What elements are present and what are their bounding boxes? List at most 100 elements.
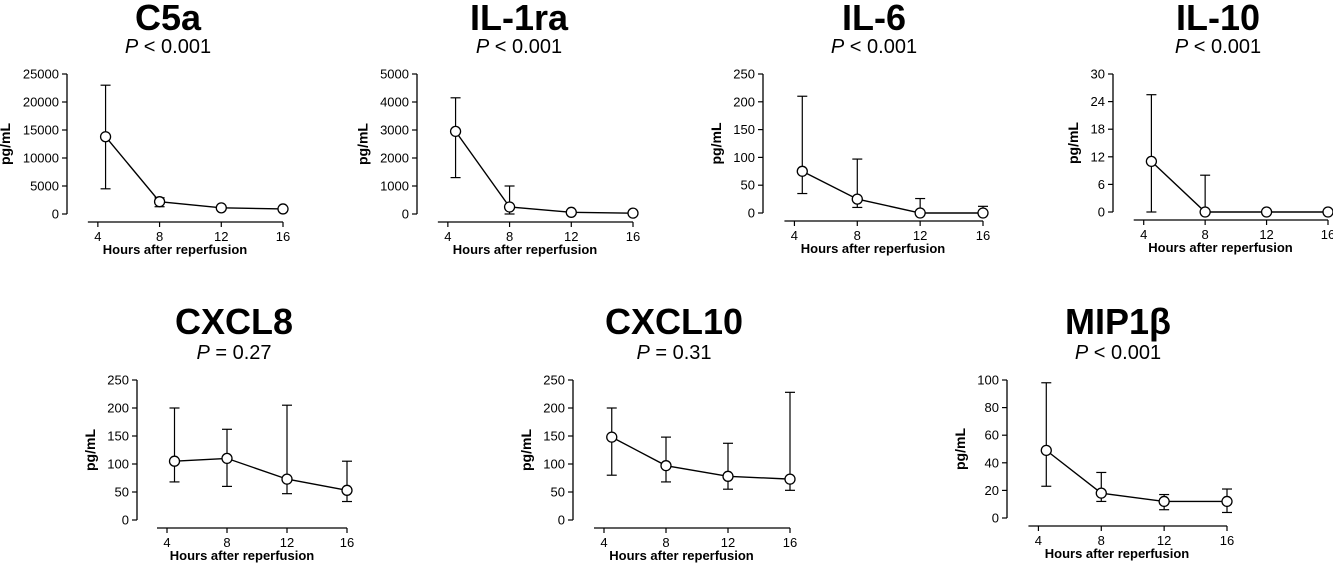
data-point [1158, 495, 1170, 508]
data-point [281, 473, 293, 485]
data-point [99, 131, 112, 143]
x-tick-label: 16 [340, 535, 354, 550]
y-tick-label: 250 [543, 373, 565, 388]
y-axis-label: pg/mL [82, 429, 98, 471]
y-tick-label: 0 [52, 207, 59, 222]
data-point [1260, 206, 1273, 218]
data-point [660, 460, 672, 472]
y-tick-label: 50 [551, 485, 565, 500]
p-value-text: < 0.001 [1188, 36, 1262, 58]
x-axis-label: Hours after reperfusion [609, 548, 754, 563]
y-tick-label: 250 [107, 373, 129, 388]
y-tick-label: 250 [733, 67, 755, 82]
x-tick-label: 4 [1140, 227, 1147, 242]
data-point [1199, 206, 1211, 218]
p-value-label: P [636, 342, 650, 364]
panel-title: IL-6 [841, 0, 907, 38]
p-value-label: P [1074, 342, 1089, 364]
data-point [215, 202, 227, 214]
y-tick-label: 12 [1091, 149, 1105, 164]
data-point [565, 206, 577, 218]
x-axis-label: Hours after reperfusion [1148, 240, 1293, 255]
x-tick-label: 16 [976, 228, 990, 243]
x-tick-label: 8 [854, 228, 861, 243]
data-point [1322, 206, 1333, 218]
data-point [153, 196, 166, 208]
x-tick-label: 4 [600, 535, 607, 550]
p-value-text: < 0.001 [489, 36, 563, 58]
y-tick-label: 0 [1098, 205, 1105, 220]
p-value: P < 0.001 [125, 37, 211, 57]
data-point [341, 484, 353, 496]
x-tick-label: 16 [1321, 227, 1333, 242]
p-value-text: < 0.001 [844, 36, 918, 58]
x-axis-label: Hours after reperfusion [801, 241, 946, 256]
data-point [722, 470, 734, 482]
x-axis-label: Hours after reperfusion [453, 242, 598, 257]
x-tick-label: 4 [791, 228, 798, 243]
x-tick-label: 12 [1259, 227, 1273, 242]
y-tick-label: 150 [107, 429, 129, 444]
data-point [1145, 155, 1158, 168]
x-tick-label: 8 [1202, 227, 1209, 242]
data-point [851, 193, 863, 205]
x-tick-label: 8 [662, 535, 669, 550]
y-tick-label: 1000 [380, 179, 409, 194]
p-value: P < 0.001 [1175, 37, 1261, 57]
p-value: P < 0.001 [831, 37, 917, 57]
y-axis-label: pg/mL [952, 428, 968, 470]
y-tick-label: 0 [748, 206, 755, 221]
data-point [606, 431, 618, 443]
y-tick-label: 100 [543, 457, 565, 472]
panel-title: CXCL8 [174, 301, 294, 342]
y-tick-label: 0 [558, 513, 565, 528]
y-tick-label: 100 [733, 150, 755, 165]
p-value-text: = 0.31 [649, 342, 712, 364]
panel-title: CXCL10 [604, 301, 744, 342]
p-value-label: P [475, 36, 490, 58]
x-axis-label: Hours after reperfusion [103, 242, 248, 257]
y-tick-label: 6 [1098, 177, 1105, 192]
x-tick-label: 16 [783, 535, 797, 550]
panel-title: C5a [134, 0, 202, 38]
data-point [503, 201, 516, 213]
x-tick-label: 12 [913, 228, 927, 243]
y-tick-label: 150 [543, 429, 565, 444]
x-tick-label: 4 [1035, 533, 1042, 548]
x-tick-label: 12 [280, 535, 294, 550]
y-tick-label: 2000 [380, 151, 409, 166]
p-value-text: = 0.27 [209, 342, 272, 364]
y-axis-label: pg/mL [518, 429, 534, 471]
y-axis-label: pg/mL [708, 122, 724, 164]
y-tick-label: 0 [122, 513, 129, 528]
x-tick-label: 4 [444, 229, 451, 244]
y-tick-label: 200 [107, 401, 129, 416]
panel-title: IL-1ra [469, 0, 569, 38]
x-tick-label: 16 [626, 229, 640, 244]
series-line [455, 130, 634, 214]
y-tick-label: 20000 [23, 95, 59, 110]
y-tick-label: 15000 [23, 123, 59, 138]
y-tick-label: 150 [733, 122, 755, 137]
x-tick-label: 8 [223, 535, 230, 550]
y-tick-label: 3000 [380, 123, 409, 138]
p-value: P < 0.001 [1075, 343, 1161, 363]
x-tick-label: 8 [506, 229, 513, 244]
p-value: P = 0.27 [196, 343, 271, 363]
y-tick-label: 5000 [380, 67, 409, 82]
data-point [1221, 495, 1233, 508]
y-tick-label: 25000 [23, 67, 59, 82]
x-tick-label: 16 [1220, 533, 1234, 548]
p-value-label: P [196, 342, 210, 364]
data-point [784, 473, 796, 485]
x-tick-label: 16 [276, 229, 290, 244]
p-value-label: P [124, 36, 139, 58]
x-axis-label: Hours after reperfusion [1045, 546, 1190, 561]
